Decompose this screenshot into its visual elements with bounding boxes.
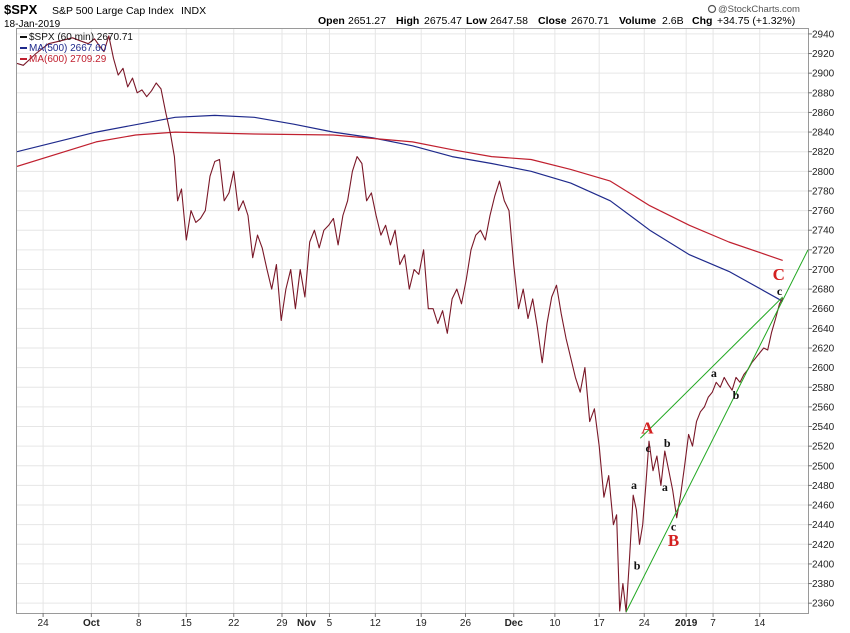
wave-label-major: C [773, 265, 785, 284]
y-tick-label: 2860 [812, 108, 835, 119]
wave-label-minor: b [634, 559, 641, 573]
channel-lower-trendline [625, 249, 808, 613]
y-tick-label: 2360 [812, 599, 835, 610]
high-label: High [396, 15, 419, 27]
x-tick-label: 26 [460, 618, 472, 629]
y-tick-label: 2700 [812, 265, 835, 276]
watermark: @StockCharts.com [707, 4, 800, 15]
y-tick-label: 2600 [812, 363, 835, 374]
wave-label-minor: a [631, 478, 637, 492]
wave-label-minor: b [733, 388, 740, 402]
y-tick-label: 2900 [812, 69, 835, 80]
low-value: 2647.58 [490, 15, 528, 27]
wave-label-minor: b [664, 436, 671, 450]
y-axis: 2360 2380 2400 2420 2440 2460 2480 2500 2520 2540… [808, 29, 835, 610]
stockcharts-logo-icon [707, 4, 717, 14]
y-tick-label: 2880 [812, 88, 835, 99]
y-tick-label: 2400 [812, 559, 835, 570]
y-tick-label: 2800 [812, 167, 835, 178]
wave-label-minor: c [671, 519, 677, 533]
y-tick-label: 2660 [812, 304, 835, 315]
x-tick-label: 10 [549, 618, 561, 629]
wave-label-minor: a [662, 480, 668, 494]
x-tick-label: 24 [38, 618, 50, 629]
volume-value: 2.6B [662, 15, 684, 27]
chart-symbol: $SPX [4, 2, 38, 17]
ma500-series-line [17, 114, 783, 302]
chg-value: +34.75 (+1.32%) [717, 15, 795, 27]
watermark-text: @StockCharts.com [718, 4, 800, 15]
volume-label: Volume [619, 15, 656, 27]
y-tick-label: 2820 [812, 147, 835, 158]
y-tick-label: 2580 [812, 383, 835, 394]
y-tick-label: 2780 [812, 186, 835, 197]
close-value: 2670.71 [571, 15, 609, 27]
y-tick-label: 2740 [812, 226, 835, 237]
x-tick-label: 15 [181, 618, 193, 629]
open-value: 2651.27 [348, 15, 386, 27]
chart-index-name: S&P 500 Large Cap Index [52, 5, 175, 17]
wave-label-major: A [641, 418, 654, 437]
legend-entry: MA(600) 2709.29 [29, 54, 107, 65]
y-tick-label: 2440 [812, 520, 835, 531]
legend-entry: $SPX (60 min) 2670.71 [29, 32, 133, 43]
x-tick-label: 29 [276, 618, 288, 629]
ma600-series-line [17, 131, 783, 261]
close-label: Close [538, 15, 567, 27]
y-tick-label: 2760 [812, 206, 835, 217]
y-tick-label: 2520 [812, 442, 835, 453]
x-tick-label: 22 [228, 618, 240, 629]
x-tick-label: 24 [639, 618, 651, 629]
open-label: Open [318, 15, 345, 27]
x-tick-label: 17 [594, 618, 606, 629]
series [17, 35, 784, 613]
x-tick-label: 8 [136, 618, 142, 629]
x-tick-label: 14 [754, 618, 766, 629]
y-tick-label: 2500 [812, 461, 835, 472]
chg-label: Chg [692, 15, 712, 27]
y-tick-label: 2620 [812, 343, 835, 354]
low-label: Low [466, 15, 488, 27]
y-tick-label: 2920 [812, 49, 835, 60]
y-tick-label: 2560 [812, 402, 835, 413]
wave-label-minor: c [777, 284, 783, 298]
x-tick-label: 19 [416, 618, 428, 629]
wave-label-minor: a [711, 366, 717, 380]
y-tick-label: 2720 [812, 245, 835, 256]
x-tick-label: Dec [505, 618, 524, 629]
legend-entry: MA(500) 2667.60 [29, 43, 107, 54]
y-tick-label: 2840 [812, 128, 835, 139]
y-tick-label: 2540 [812, 422, 835, 433]
chart-exchange: INDX [181, 5, 206, 17]
y-tick-label: 2480 [812, 481, 835, 492]
x-axis: 24 Oct 8 15 22 29 Nov 5 12 19 26 Dec 10 17 24 2019 7 14 [38, 613, 766, 629]
y-tick-label: 2420 [812, 540, 835, 551]
x-tick-label: 12 [370, 618, 382, 629]
y-tick-label: 2680 [812, 285, 835, 296]
y-tick-label: 2940 [812, 29, 835, 40]
x-tick-label: Oct [83, 618, 100, 629]
chart-date: 18-Jan-2019 [4, 19, 61, 30]
wave-label-major: B [668, 531, 679, 550]
high-value: 2675.47 [424, 15, 462, 27]
x-tick-label: 7 [710, 618, 716, 629]
x-tick-label: 2019 [675, 618, 698, 629]
x-tick-label: 5 [327, 618, 333, 629]
trendlines [625, 249, 808, 613]
plot-frame [16, 28, 809, 614]
y-tick-label: 2380 [812, 579, 835, 590]
gridlines [17, 29, 808, 613]
y-tick-label: 2640 [812, 324, 835, 335]
price-series-line [17, 35, 784, 613]
wave-label-minor: c [646, 441, 652, 455]
channel-upper-trendline [639, 296, 784, 439]
y-tick-label: 2460 [812, 501, 835, 512]
x-tick-label: Nov [297, 618, 316, 629]
